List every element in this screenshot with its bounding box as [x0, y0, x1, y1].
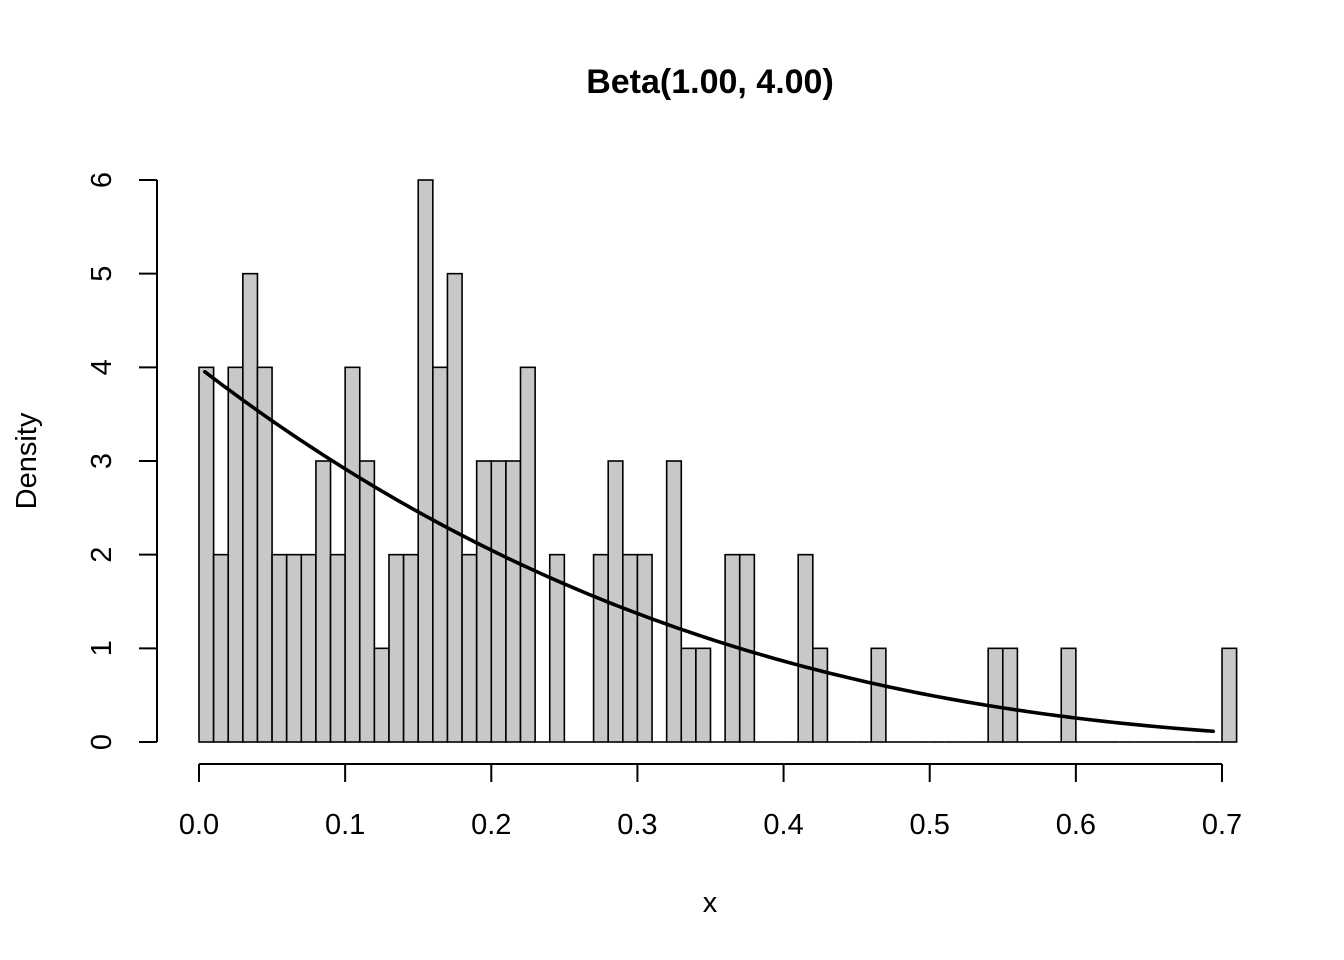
- histogram-bar: [811, 647, 829, 743]
- histogram-bar: [388, 553, 405, 743]
- histogram-bar: [432, 366, 449, 743]
- x-tick-label: 0.4: [763, 809, 803, 841]
- x-axis: 0.0 0.1 0.2 0.3 0.4 0.5 0.6 0.7: [179, 763, 1242, 841]
- histogram-bar: [636, 553, 653, 743]
- y-tick-label: 0: [86, 734, 118, 750]
- histogram-bar: [300, 553, 317, 743]
- histogram-bar: [358, 460, 376, 743]
- histogram-bar: [695, 647, 712, 743]
- histogram-bar: [212, 553, 230, 743]
- y-tick-label: 3: [86, 453, 118, 469]
- histogram-bar: [519, 366, 536, 743]
- x-tick-label: 0.6: [1056, 809, 1096, 841]
- x-axis-label: x: [703, 887, 718, 919]
- y-tick-label: 6: [86, 172, 118, 188]
- histogram-bar: [373, 647, 390, 743]
- histogram-bar: [315, 460, 332, 743]
- histogram-bar: [665, 460, 683, 743]
- y-axis: 0 1 2 3 4 5 6: [86, 172, 158, 750]
- histogram-bar: [344, 366, 361, 743]
- histogram-bar: [446, 272, 463, 743]
- histogram-bar: [285, 553, 303, 743]
- histogram-bar: [402, 553, 420, 743]
- histogram-bar: [461, 553, 478, 743]
- histogram-bar: [505, 460, 522, 743]
- y-tick-label: 2: [86, 547, 118, 563]
- histogram-bar: [198, 366, 215, 743]
- histogram-bar: [1060, 647, 1077, 743]
- y-axis-label: Density: [11, 412, 43, 509]
- histogram-bar: [1221, 647, 1238, 743]
- histogram-bar: [417, 179, 434, 743]
- histogram-bar: [680, 647, 697, 743]
- bars-group: [198, 179, 1238, 743]
- x-tick-label: 0.5: [910, 809, 950, 841]
- histogram-bar: [592, 553, 609, 743]
- histogram-bar: [329, 553, 346, 743]
- y-tick-label: 4: [86, 359, 118, 375]
- y-tick-label: 1: [86, 640, 118, 656]
- y-tick-label: 5: [86, 266, 118, 282]
- x-tick-label: 0.7: [1202, 809, 1242, 841]
- histogram-bar: [797, 553, 814, 743]
- x-tick-label: 0.3: [617, 809, 657, 841]
- density-curve: [203, 370, 1216, 734]
- histogram-bar: [227, 366, 244, 743]
- histogram-bar: [622, 553, 639, 743]
- histogram-bar: [271, 553, 288, 743]
- histogram-bar: [870, 647, 887, 743]
- chart-title: Beta(1.00, 4.00): [586, 63, 834, 101]
- x-tick-label: 0.0: [179, 809, 219, 841]
- histogram-bar: [987, 647, 1004, 743]
- histogram-bar: [1001, 647, 1019, 743]
- curve-group: [203, 370, 1216, 734]
- histogram-bar: [242, 272, 259, 743]
- x-tick-label: 0.2: [471, 809, 511, 841]
- histogram-bar: [256, 366, 273, 743]
- histogram-bar: [548, 553, 566, 743]
- histogram-bar: [475, 460, 493, 743]
- x-tick-label: 0.1: [325, 809, 365, 841]
- histogram-bar: [490, 460, 507, 743]
